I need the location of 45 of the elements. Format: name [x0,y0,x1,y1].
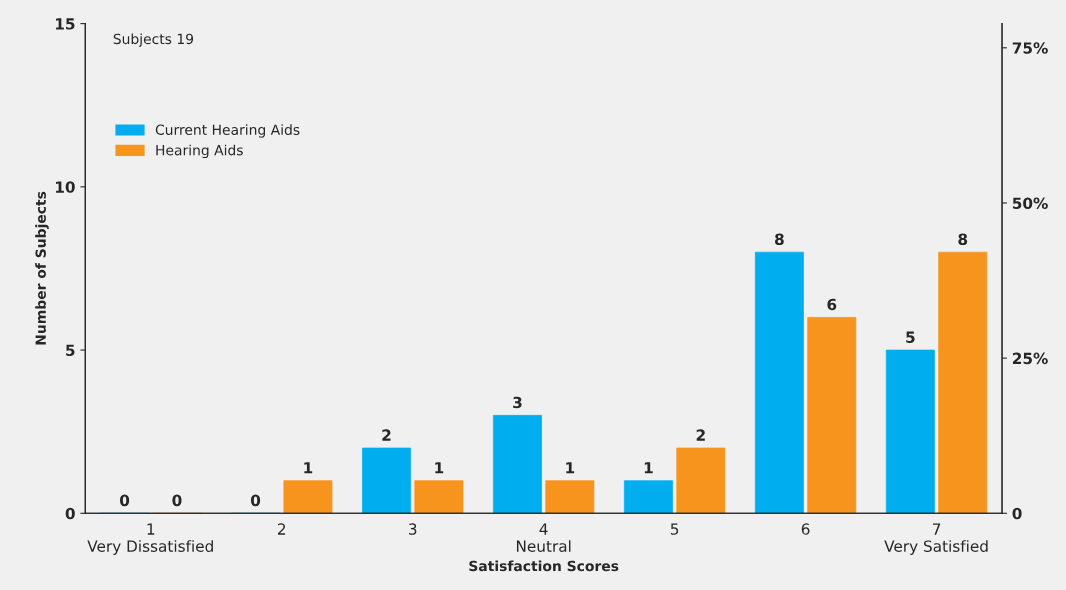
legend-label: Hearing Aids [156,144,243,159]
y2-tick-label: 75% [1012,42,1048,54]
data-label: 0 [250,494,261,507]
annotation: Subjects 19 [113,33,194,47]
bar [545,480,595,514]
bar [938,251,988,514]
data-label: 0 [119,494,130,507]
bar [414,480,464,514]
data-label: 6 [827,298,837,311]
data-label: 0 [172,494,182,507]
x-tick-label: 3 [409,523,417,535]
y-tick-label: 10 [56,181,75,193]
data-label: 5 [906,331,915,343]
x-tick-label: 5 [670,523,679,535]
data-label: 1 [304,462,313,474]
x-tick-label: 7 Very Satisfied [884,523,988,555]
bar [676,447,726,514]
data-label: 1 [644,462,653,474]
data-label: 8 [958,233,968,245]
data-label: 1 [435,462,444,474]
data-label: 1 [566,462,575,474]
y-tick-label: 15 [56,18,75,30]
y2-tick-label: 0 [1012,507,1022,520]
bar [623,480,673,514]
x-tick-label: 4 Neutral [516,523,571,552]
data-label: 2 [382,429,391,441]
y-tick-label: 0 [65,507,75,520]
x-tick-label: 2 [277,523,286,535]
bar [493,415,542,514]
y2-tick-label: 25% [1012,352,1048,365]
bar [885,349,935,514]
bar [807,317,857,514]
data-label: 2 [696,429,705,441]
legend-label: Current Hearing Aids [155,124,300,138]
bar [283,480,333,514]
data-label: 8 [775,233,784,245]
x-tick-label: 1 Very Dissatisfied [87,523,213,555]
bar [362,447,411,514]
x-tick-label: 6 [801,523,810,535]
bar [754,251,804,514]
y2-tick-label: 50% [1012,197,1048,209]
y-axis-title: Number of Subjects [35,191,49,345]
data-label: 3 [513,396,522,409]
y-tick-label: 5 [66,344,75,357]
x-axis-title: Satisfaction Scores [469,560,619,572]
